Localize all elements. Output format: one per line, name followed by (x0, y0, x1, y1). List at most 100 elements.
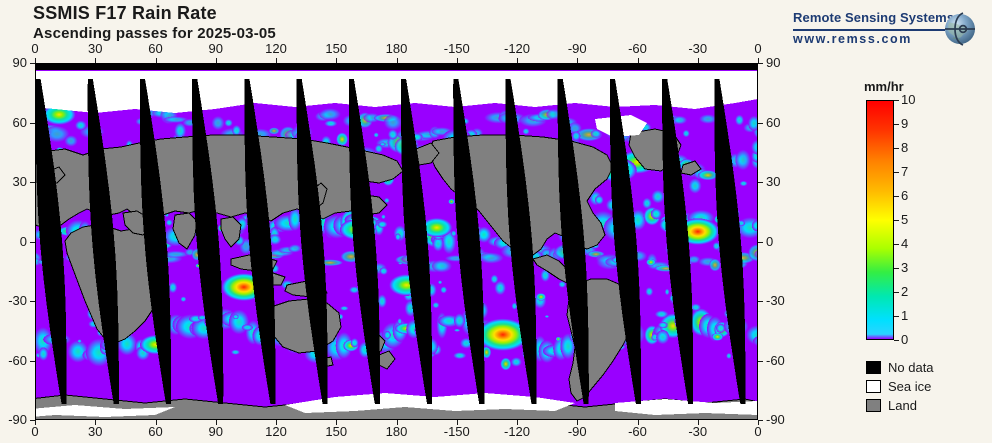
rain-band-cell (673, 116, 687, 124)
y-axis-tick (758, 123, 763, 124)
x-axis-label: 0 (754, 41, 761, 56)
rain-cell (735, 115, 744, 126)
rain-band-cell (735, 150, 750, 171)
rain-band-cell (212, 116, 225, 130)
rain-band-cell (269, 128, 279, 135)
colorbar-tick (894, 196, 899, 197)
y-axis-label: -60 (8, 353, 27, 368)
colorbar-tick (894, 220, 899, 221)
rain-band-cell (479, 253, 504, 264)
x-axis-tick (758, 58, 759, 63)
rain-cell (340, 306, 348, 311)
rain-cell (231, 350, 240, 355)
rain-cell (398, 262, 403, 264)
rain-cell (351, 338, 359, 347)
x-axis-label: 150 (325, 41, 347, 56)
rain-cell (726, 353, 731, 359)
map-legend: No data Sea ice Land (866, 358, 934, 415)
x-axis-tick (95, 420, 96, 425)
rain-cell (572, 131, 581, 141)
colorbar-tick-label: 1 (901, 308, 908, 323)
rain-cell (453, 352, 466, 359)
rain-cell (451, 231, 456, 237)
rain-band-cell (64, 135, 77, 146)
rain-band-cell (384, 115, 402, 130)
colorbar-unit-label: mm/hr (864, 79, 904, 94)
colorbar-tick-label: 7 (901, 164, 908, 179)
rain-band-cell (591, 130, 602, 138)
remss-logo[interactable]: Remote Sensing Systems www.remss.com (793, 10, 983, 55)
y-axis-label: 60 (766, 115, 780, 130)
legend-item: Land (866, 396, 934, 415)
rain-cell (512, 303, 518, 310)
rain-cell (388, 129, 398, 139)
rain-cell (381, 215, 385, 220)
rain-cell (651, 190, 664, 203)
x-axis-label: 60 (148, 424, 162, 439)
legend-swatch (866, 361, 881, 374)
rain-band-cell (319, 108, 341, 120)
x-axis-tick (698, 420, 699, 425)
rain-cell (380, 267, 388, 275)
x-axis-tick (577, 420, 578, 425)
y-axis-label: 90 (13, 55, 27, 70)
x-axis-label: -150 (444, 424, 470, 439)
x-axis-label: 150 (325, 424, 347, 439)
x-axis-label: 30 (88, 41, 102, 56)
x-axis-tick (457, 420, 458, 425)
x-axis-tick (156, 420, 157, 425)
legend-item: No data (866, 358, 934, 377)
x-axis-label: -60 (628, 41, 647, 56)
x-axis-tick (517, 420, 518, 425)
rain-cell (712, 333, 723, 341)
rain-band-cell (699, 114, 717, 123)
y-axis-tick (30, 420, 35, 421)
rain-cell (595, 195, 604, 204)
y-axis-tick (758, 242, 763, 243)
colorbar[interactable] (866, 100, 894, 340)
x-axis-label: 0 (31, 424, 38, 439)
no-data-band-north (35, 63, 758, 70)
colorbar-tick-label: 3 (901, 260, 908, 275)
rain-cell (511, 357, 522, 366)
rain-cell (689, 178, 702, 193)
rain-cell (545, 315, 549, 318)
rain-cell (556, 337, 561, 341)
rain-cell (395, 234, 401, 241)
rain-cell (232, 125, 241, 136)
rain-rate-map[interactable] (35, 63, 758, 420)
legend-label: Sea ice (888, 379, 931, 394)
legend-label: Land (888, 398, 917, 413)
colorbar-tick (894, 340, 899, 341)
colorbar-tick-label: 0 (901, 332, 908, 347)
y-axis-label: -90 (766, 412, 785, 427)
rain-cell (665, 289, 669, 295)
rain-cell (336, 133, 348, 146)
y-axis-label: -30 (766, 293, 785, 308)
x-axis-tick (638, 420, 639, 425)
x-axis-label: -60 (628, 424, 647, 439)
x-axis-tick (276, 420, 277, 425)
x-axis-label: 0 (31, 41, 38, 56)
x-axis-tick (758, 420, 759, 425)
rain-band-cell (709, 259, 720, 272)
x-axis-tick (336, 420, 337, 425)
x-axis-label: 0 (754, 424, 761, 439)
logo-divider (793, 29, 945, 31)
x-axis-label: 180 (386, 424, 408, 439)
x-axis-label: 120 (265, 424, 287, 439)
rain-cell (375, 145, 383, 153)
rain-cell (683, 130, 690, 137)
rain-cell (740, 181, 748, 186)
rain-cell (440, 286, 447, 293)
rain-cell (495, 281, 506, 295)
colorbar-tick (894, 244, 899, 245)
rain-cell (169, 282, 178, 293)
rain-cell (646, 287, 654, 296)
x-axis-label: 60 (148, 41, 162, 56)
legend-swatch (866, 399, 881, 412)
colorbar-tick-label: 4 (901, 236, 908, 251)
colorbar-tick-label: 10 (901, 92, 915, 107)
rain-cell (378, 221, 388, 228)
rain-cell (181, 297, 187, 302)
